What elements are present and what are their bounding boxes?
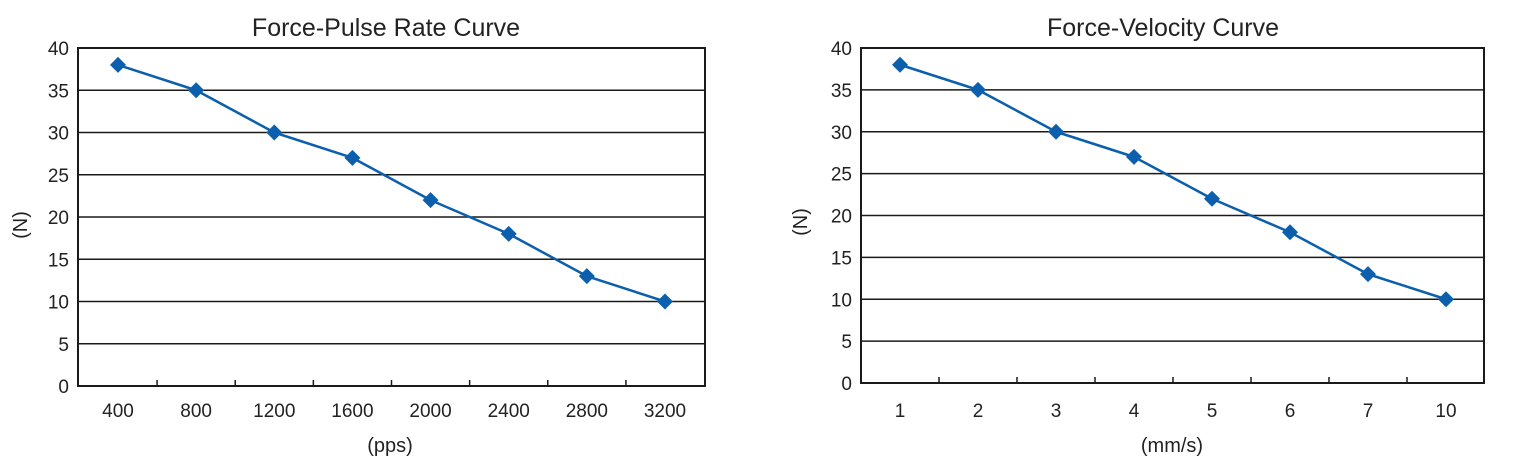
y-tick-label: 25 — [831, 165, 852, 186]
y-tick-label: 30 — [48, 124, 69, 145]
x-tick-label: 4 — [1129, 401, 1140, 422]
x-axis-label: (mm/s) — [1141, 435, 1203, 457]
x-axis-label: (pps) — [367, 435, 413, 457]
data-point-marker — [1438, 291, 1454, 308]
x-tick-label: 10 — [1435, 401, 1456, 422]
chart-title: Force-Velocity Curve — [1047, 14, 1279, 42]
data-point-marker — [1048, 123, 1064, 140]
x-tick-label: 1200 — [253, 401, 295, 422]
x-tick-label: 3200 — [644, 401, 686, 422]
data-point-marker — [1204, 190, 1220, 207]
data-point-marker — [500, 225, 517, 242]
y-tick-label: 35 — [831, 81, 852, 102]
y-tick-label: 10 — [48, 293, 69, 314]
x-tick-label: 2800 — [566, 401, 608, 422]
y-axis-label: (N) — [790, 208, 812, 236]
data-point-marker — [422, 192, 439, 209]
y-tick-label: 15 — [48, 250, 69, 271]
x-tick-label: 800 — [180, 401, 212, 422]
y-tick-label: 40 — [48, 39, 69, 60]
y-tick-label: 0 — [58, 377, 69, 398]
y-tick-label: 15 — [831, 248, 852, 269]
y-tick-label: 10 — [831, 290, 852, 311]
x-tick-label: 3 — [1051, 401, 1062, 422]
data-point-marker — [1126, 148, 1142, 165]
y-tick-label: 20 — [48, 208, 69, 229]
data-point-marker — [892, 56, 908, 73]
data-point-marker — [970, 81, 986, 98]
data-point-marker — [578, 268, 595, 285]
y-tick-label: 25 — [48, 166, 69, 187]
x-tick-label: 1 — [895, 401, 906, 422]
data-point-marker — [188, 82, 205, 99]
data-point-marker — [266, 124, 283, 141]
data-point-marker — [344, 149, 361, 166]
y-tick-label: 20 — [831, 207, 852, 228]
y-tick-label: 5 — [841, 332, 852, 353]
data-point-marker — [110, 56, 126, 73]
y-tick-label: 40 — [831, 39, 852, 60]
y-tick-label: 5 — [58, 335, 69, 356]
series-line — [899, 63, 1447, 301]
data-point-marker — [657, 293, 673, 310]
chart-force-pulse-rate: Force-Pulse Rate Curve (pps) (N) 0 5 10 15 2… — [10, 14, 706, 457]
x-tick-label: 400 — [102, 401, 134, 422]
x-tick-label: 2 — [973, 401, 984, 422]
x-tick-label: 7 — [1363, 401, 1374, 422]
y-tick-label: 35 — [48, 81, 69, 102]
x-tick-label: 5 — [1207, 401, 1218, 422]
data-point-marker — [1360, 266, 1376, 283]
y-tick-label: 30 — [831, 123, 852, 144]
x-tick-label: 2000 — [409, 401, 451, 422]
x-tick-label: 1600 — [331, 401, 373, 422]
y-axis-label: (N) — [10, 211, 32, 239]
series-line — [117, 63, 666, 303]
x-tick-label: 6 — [1285, 401, 1296, 422]
y-tick-label: 0 — [841, 374, 852, 395]
data-point-marker — [1282, 224, 1298, 241]
chart-force-velocity: Force-Velocity Curve (mm/s) (N) 05101520… — [790, 14, 1485, 457]
chart-title: Force-Pulse Rate Curve — [252, 14, 520, 42]
x-tick-label: 2400 — [488, 401, 530, 422]
